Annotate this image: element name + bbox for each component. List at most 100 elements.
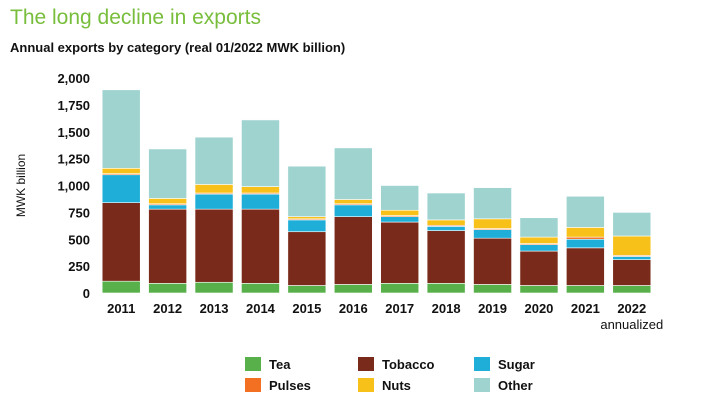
legend-label-pulses: Pulses — [269, 378, 311, 393]
legend-label-tea: Tea — [269, 357, 291, 372]
bar-other-2020 — [519, 217, 559, 238]
y-tick-label: 1,500 — [57, 125, 90, 140]
x-tick-label: 2019 — [478, 301, 507, 316]
bars — [101, 89, 652, 294]
bar-other-2016 — [333, 147, 373, 200]
chart-subtitle: Annual exports by category (real 01/2022… — [10, 40, 346, 55]
y-tick-label: 0 — [83, 286, 90, 301]
legend-label-tobacco: Tobacco — [382, 357, 435, 372]
legend-swatch-tobacco — [358, 357, 374, 371]
bar-tobacco-2019 — [473, 237, 512, 285]
bar-tea-2015 — [287, 285, 327, 294]
legend-swatch-tea — [245, 357, 261, 371]
y-axis-label: MWK billion — [14, 154, 28, 217]
bar-tea-2013 — [194, 281, 234, 294]
y-axis: 0 250 500 750 1,000 1,250 1,500 1,750 2,000 MWK b… — [14, 71, 90, 301]
legend-swatch-nuts — [358, 378, 374, 392]
bar-tea-2011 — [101, 280, 141, 294]
y-tick-label: 1,250 — [57, 152, 90, 167]
bar-tobacco-2011 — [101, 202, 141, 282]
legend: Tea Tobacco Sugar Pulses Nuts Other — [245, 357, 535, 393]
x-axis: 2011 2012 2013 2014 2015 2016 2017 2018 2019 2020… — [107, 301, 663, 332]
x-tick-label: 2012 — [153, 301, 182, 316]
x-tick-label: 2013 — [200, 301, 229, 316]
bar-nuts-2014 — [241, 186, 280, 194]
bar-tobacco-2014 — [241, 208, 280, 284]
bar-nuts-2011 — [101, 168, 141, 174]
y-tick-label: 2,000 — [57, 71, 90, 86]
bar-tobacco-2021 — [566, 247, 605, 286]
bar-nuts-2017 — [380, 209, 420, 216]
bar-sugar-2013 — [194, 193, 234, 210]
y-tick-label: 750 — [68, 205, 90, 220]
bar-nuts-2016 — [333, 199, 373, 205]
bar-pulses-2021 — [566, 236, 605, 240]
x-tick-label: 2014 — [246, 301, 276, 316]
bar-nuts-2015 — [287, 216, 327, 220]
legend-label-sugar: Sugar — [498, 357, 535, 372]
x-tick-label: 2015 — [292, 301, 321, 316]
bar-tobacco-2016 — [333, 216, 373, 285]
bar-other-2018 — [426, 192, 466, 221]
bar-nuts-2019 — [473, 218, 512, 229]
legend-swatch-pulses — [245, 378, 261, 392]
bar-nuts-2012 — [148, 198, 187, 205]
bar-tea-2022 — [612, 285, 652, 294]
bar-tea-2017 — [380, 283, 420, 294]
x-tick-label: 2018 — [432, 301, 461, 316]
bar-tobacco-2013 — [194, 208, 234, 283]
bar-other-2017 — [380, 185, 420, 211]
bar-sugar-2012 — [148, 204, 187, 210]
bar-sugar-2017 — [380, 216, 420, 223]
bar-sugar-2019 — [473, 229, 512, 239]
bar-tobacco-2020 — [519, 250, 559, 286]
bar-sugar-2021 — [566, 238, 605, 249]
bar-tea-2014 — [241, 283, 280, 294]
legend-label-nuts: Nuts — [382, 378, 411, 393]
x-tick-label: 2017 — [385, 301, 414, 316]
bar-nuts-2018 — [426, 219, 466, 226]
y-tick-label: 1,750 — [57, 98, 90, 113]
bar-sugar-2015 — [287, 219, 327, 233]
bar-tobacco-2017 — [380, 221, 420, 284]
y-tick-label: 250 — [68, 259, 90, 274]
bar-other-2019 — [473, 187, 512, 220]
bar-nuts-2013 — [194, 184, 234, 194]
bar-tea-2020 — [519, 285, 559, 294]
bar-tobacco-2012 — [148, 208, 187, 284]
y-tick-label: 500 — [68, 232, 90, 247]
x-tick-sublabel: annualized — [600, 317, 663, 332]
bar-other-2014 — [241, 119, 280, 187]
bar-tea-2012 — [148, 283, 187, 294]
x-tick-label: 2011 — [107, 301, 135, 316]
bar-other-2012 — [148, 148, 187, 199]
bar-sugar-2014 — [241, 193, 280, 210]
bar-tea-2019 — [473, 284, 512, 294]
bar-tobacco-2022 — [612, 259, 652, 286]
bar-tobacco-2015 — [287, 231, 327, 286]
bar-other-2021 — [566, 195, 605, 228]
x-tick-label: 2022 — [617, 301, 646, 316]
bar-sugar-2011 — [101, 174, 141, 204]
bar-tea-2021 — [566, 285, 605, 294]
bar-sugar-2016 — [333, 204, 373, 217]
bar-sugar-2022 — [612, 256, 652, 260]
bar-tea-2018 — [426, 283, 466, 294]
x-tick-label: 2020 — [524, 301, 553, 316]
bar-nuts-2022 — [612, 235, 652, 256]
legend-swatch-other — [474, 378, 490, 392]
bar-nuts-2021 — [566, 227, 605, 238]
x-tick-label: 2021 — [571, 301, 600, 316]
x-tick-label: 2016 — [339, 301, 368, 316]
bar-sugar-2018 — [426, 226, 466, 231]
bar-tea-2016 — [333, 284, 373, 294]
bar-other-2022 — [612, 212, 652, 237]
bar-nuts-2020 — [519, 236, 559, 244]
bar-tobacco-2018 — [426, 230, 466, 284]
bar-other-2011 — [101, 89, 141, 169]
bar-other-2015 — [287, 165, 327, 217]
legend-swatch-sugar — [474, 357, 490, 371]
chart-title: The long decline in exports — [10, 6, 261, 29]
y-tick-label: 1,000 — [57, 179, 90, 194]
